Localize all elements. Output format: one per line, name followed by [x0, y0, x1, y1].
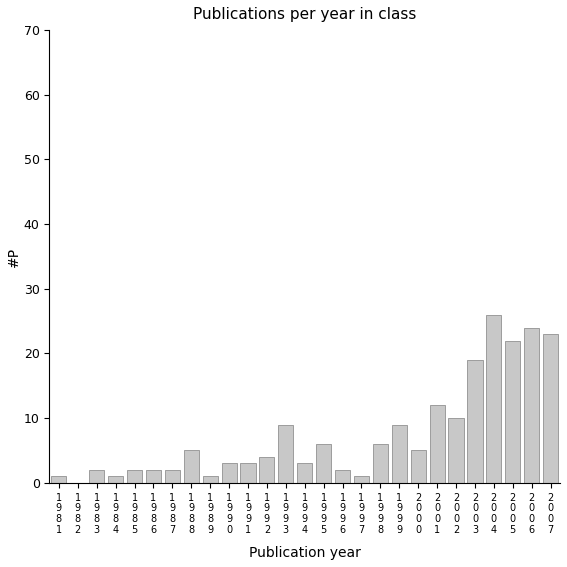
Bar — [202, 476, 218, 483]
Bar — [165, 470, 180, 483]
Bar — [127, 470, 142, 483]
Bar — [543, 334, 558, 483]
Bar — [259, 457, 274, 483]
Bar — [278, 425, 293, 483]
Bar — [524, 328, 539, 483]
Bar — [505, 341, 521, 483]
Title: Publications per year in class: Publications per year in class — [193, 7, 416, 22]
Bar — [354, 476, 369, 483]
Bar — [448, 418, 464, 483]
Bar — [411, 451, 426, 483]
Bar — [222, 463, 236, 483]
Bar — [89, 470, 104, 483]
Bar — [467, 360, 483, 483]
Y-axis label: #P: #P — [7, 247, 21, 266]
Bar — [52, 476, 66, 483]
Bar — [392, 425, 407, 483]
Bar — [430, 405, 445, 483]
Bar — [108, 476, 123, 483]
X-axis label: Publication year: Publication year — [249, 546, 361, 560]
Bar — [373, 444, 388, 483]
Bar — [297, 463, 312, 483]
Bar — [335, 470, 350, 483]
Bar — [184, 451, 199, 483]
Bar — [240, 463, 256, 483]
Bar — [316, 444, 331, 483]
Bar — [146, 470, 161, 483]
Bar — [486, 315, 501, 483]
